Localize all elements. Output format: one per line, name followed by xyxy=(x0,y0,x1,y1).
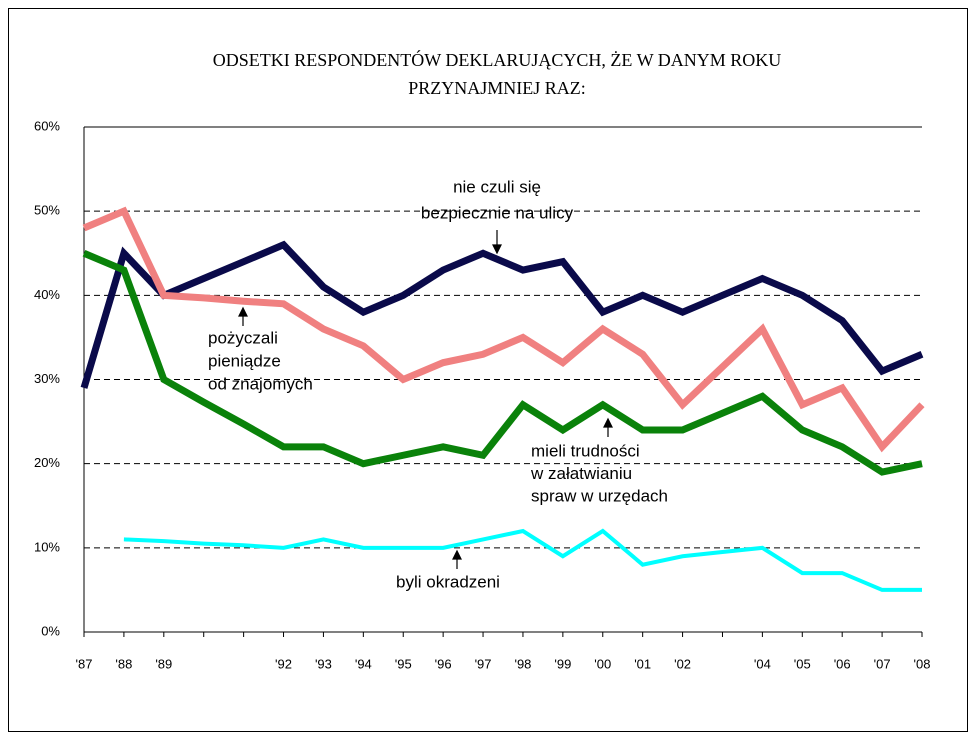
x-tick-label: '06 xyxy=(834,656,851,671)
x-tick-label: '98 xyxy=(514,656,531,671)
x-tick-label: '95 xyxy=(395,656,412,671)
x-tick-label: '88 xyxy=(115,656,132,671)
x-tick-label: '92 xyxy=(275,656,292,671)
series-line xyxy=(80,240,924,389)
annotation: mieli trudności xyxy=(531,441,640,460)
annotation: od znajomych xyxy=(208,374,313,393)
y-tick-label: 60% xyxy=(34,118,60,133)
series-line xyxy=(82,206,925,453)
annotation: w załatwianiu xyxy=(530,464,632,483)
series-line xyxy=(82,250,923,476)
chart-title: PRZYNAJMNIEJ RAZ: xyxy=(408,78,586,98)
x-tick-label: '04 xyxy=(754,656,771,671)
annotation: pieniądze xyxy=(208,351,281,370)
annotation: byli okradzeni xyxy=(396,572,500,591)
y-tick-label: 0% xyxy=(41,623,60,638)
x-tick-label: '87 xyxy=(76,656,93,671)
x-tick-label: '08 xyxy=(914,656,931,671)
frame xyxy=(8,8,968,732)
x-tick-label: '99 xyxy=(554,656,571,671)
y-tick-label: 50% xyxy=(34,203,60,218)
y-tick-label: 40% xyxy=(34,287,60,302)
y-tick-label: 20% xyxy=(34,455,60,470)
arrows xyxy=(238,230,613,569)
x-tick-label: '89 xyxy=(155,656,172,671)
x-tick-label: '94 xyxy=(355,656,372,671)
x-tick-label: '02 xyxy=(674,656,691,671)
x-tick-label: '01 xyxy=(634,656,651,671)
annotation: bezpiecznie na ulicy xyxy=(421,203,574,222)
annotation: nie czuli się xyxy=(453,177,541,196)
y-tick-label: 30% xyxy=(34,371,60,386)
x-tick-label: '07 xyxy=(874,656,891,671)
annotation: pożyczali xyxy=(208,328,278,347)
annotation: spraw w urzędach xyxy=(531,486,668,505)
x-tick-label: '05 xyxy=(794,656,811,671)
x-tick-label: '97 xyxy=(475,656,492,671)
x-tick-label: '93 xyxy=(315,656,332,671)
chart-title: ODSETKI RESPONDENTÓW DEKLARUJĄCYCH, ŻE W… xyxy=(213,49,782,70)
y-tick-label: 10% xyxy=(34,539,60,554)
series-line xyxy=(123,528,922,592)
x-tick-label: '00 xyxy=(594,656,611,671)
x-tick-label: '96 xyxy=(435,656,452,671)
